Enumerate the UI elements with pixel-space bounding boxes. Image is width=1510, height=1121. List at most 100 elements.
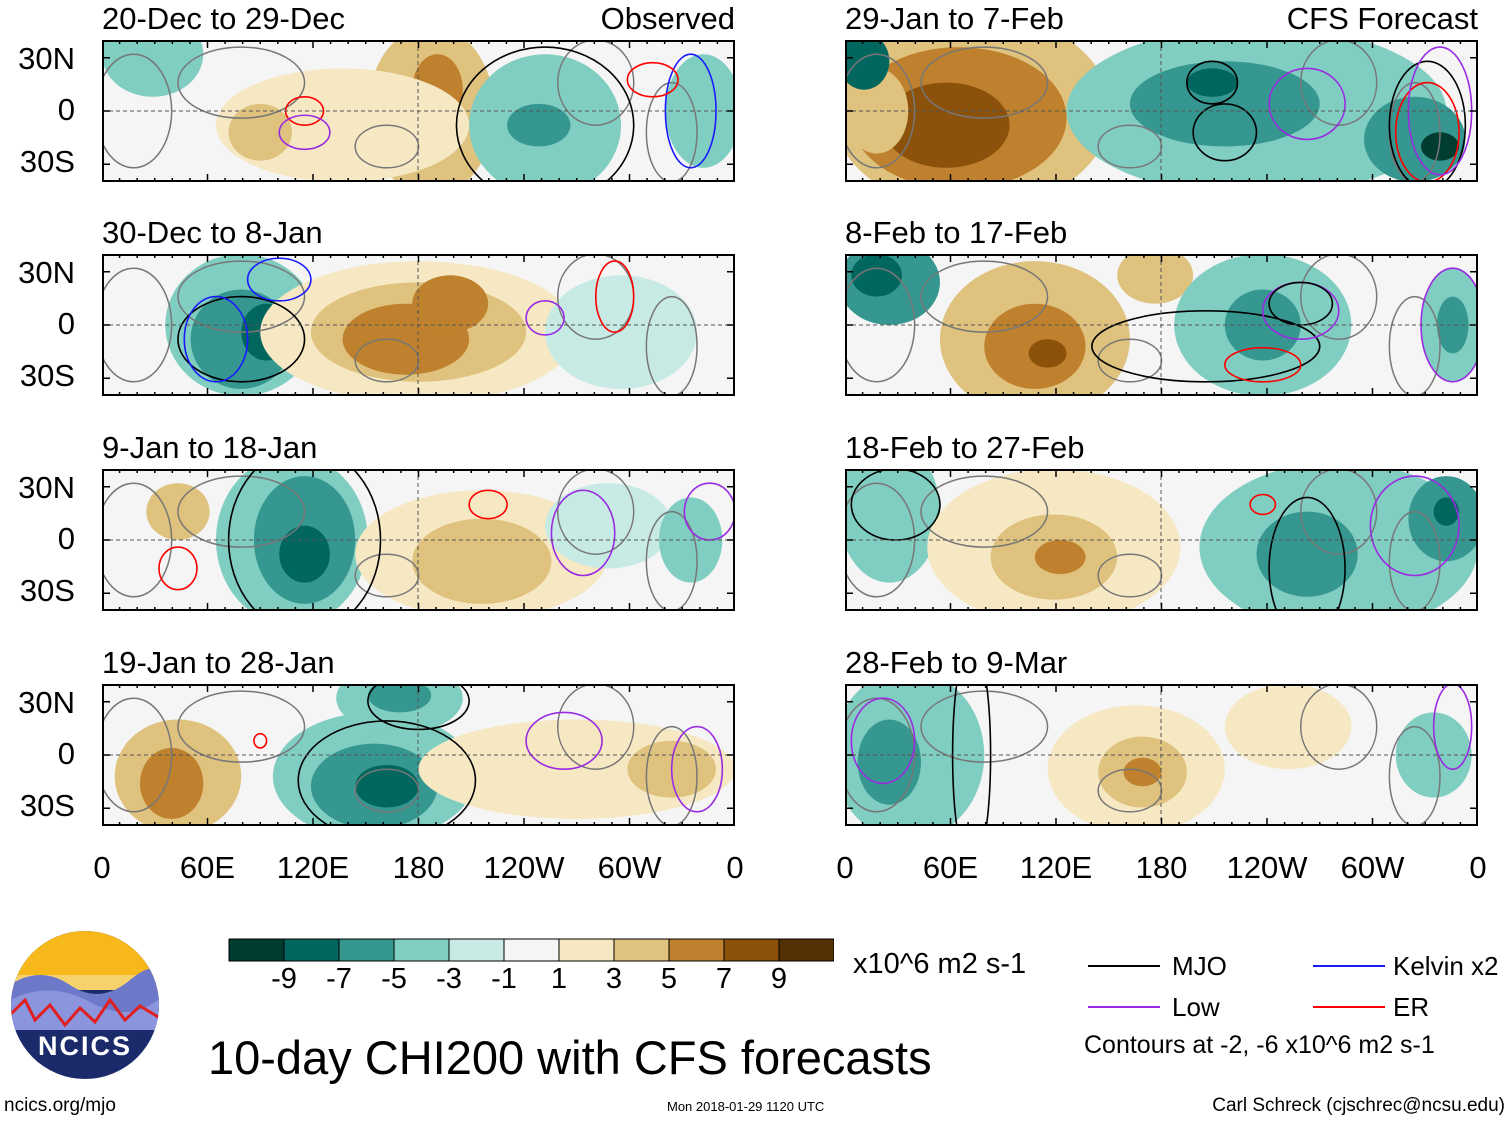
logo-text: NCICS — [38, 1031, 132, 1061]
y-tick-label: 30S — [19, 573, 75, 608]
column-label: Observed — [600, 1, 735, 36]
legend-er-label: ER — [1393, 992, 1430, 1022]
anomaly-region — [545, 275, 698, 389]
contour-line — [1249, 493, 1277, 516]
colorbar-label: -3 — [436, 963, 462, 995]
contour-line — [1223, 346, 1302, 383]
anomaly-region — [1224, 684, 1352, 770]
x-tick-label: 60W — [1340, 850, 1405, 885]
y-tick-label: 30N — [18, 41, 75, 76]
coastline — [102, 53, 173, 169]
contour-line — [246, 257, 312, 302]
anomaly-region — [1123, 757, 1162, 787]
colorbar-swatch — [283, 938, 340, 962]
contour-line — [177, 295, 306, 383]
legend-low-line — [1088, 1006, 1160, 1008]
coastline — [645, 725, 698, 826]
colorbar-label: 7 — [715, 963, 733, 995]
legend-low-label: Low — [1172, 992, 1220, 1022]
coastline — [845, 482, 916, 598]
coastline — [1300, 40, 1378, 126]
x-tick-label: 60E — [179, 850, 236, 885]
column-label: CFS Forecast — [1286, 1, 1478, 36]
anomaly-region — [1186, 68, 1238, 97]
coastline — [557, 684, 635, 770]
coastline — [845, 53, 916, 169]
anomaly-region — [412, 518, 552, 604]
anomaly-region — [1224, 289, 1301, 361]
contour-line — [158, 546, 198, 591]
anomaly-region — [1256, 511, 1358, 597]
anomaly-region — [228, 103, 292, 161]
y-tick-label: 0 — [57, 736, 75, 771]
contour-line — [468, 489, 508, 520]
contour-line — [1192, 103, 1258, 162]
contour-line — [626, 61, 679, 98]
map-panel — [845, 469, 1478, 611]
coastline — [845, 267, 916, 383]
anomaly-region — [857, 719, 921, 805]
colorbar-label: 9 — [770, 963, 788, 995]
x-tick-label: 180 — [1135, 850, 1188, 885]
coastline — [920, 690, 1049, 763]
coastline — [920, 260, 1049, 333]
x-tick-label: 60E — [922, 850, 979, 885]
y-tick-label: 0 — [57, 92, 75, 127]
panel-title: 18-Feb to 27-Feb — [845, 430, 1085, 465]
contours-note: Contours at -2, -6 x10^6 m2 s-1 — [1084, 1031, 1435, 1059]
x-tick-label: 120W — [1226, 850, 1308, 885]
contour-line — [253, 732, 268, 749]
x-tick-label: 120E — [276, 850, 350, 885]
coastline — [557, 40, 635, 126]
coastline — [645, 510, 698, 611]
units-label: x10^6 m2 s-1 — [853, 948, 1027, 980]
x-tick-label: 180 — [392, 850, 445, 885]
x-tick-label: 120E — [1019, 850, 1093, 885]
anomaly-region — [1421, 132, 1460, 161]
footer-url[interactable]: ncics.org/mjo — [4, 1095, 116, 1116]
colorbar-label: -9 — [271, 963, 297, 995]
contour-line — [297, 720, 477, 826]
footer-author: Carl Schreck (cjschrec@ncsu.edu) — [1212, 1095, 1505, 1116]
y-tick-label: 30S — [19, 788, 75, 823]
map-panel — [102, 469, 735, 611]
ncics-logo: NCICS — [11, 931, 159, 1079]
footer-timestamp: Mon 2018-01-29 1120 UTC — [667, 1099, 825, 1114]
coastline — [102, 482, 173, 598]
coastline — [177, 46, 306, 119]
y-tick-label: 30S — [19, 144, 75, 179]
colorbar-label: 1 — [550, 963, 568, 995]
panel-title: 20-Dec to 29-Dec — [102, 1, 345, 36]
colorbar-swatch — [778, 938, 834, 962]
contour-line — [1268, 496, 1346, 611]
contour-line — [278, 114, 331, 151]
contour-line — [525, 300, 565, 336]
panel-title: 28-Feb to 9-Mar — [845, 645, 1068, 680]
colorbar-label: 5 — [660, 963, 678, 995]
y-tick-label: 0 — [57, 306, 75, 341]
colorbar-swatch — [448, 938, 505, 962]
coastline — [102, 697, 173, 813]
map-panel — [845, 684, 1478, 826]
coastline — [1388, 510, 1441, 611]
contour-line — [1268, 67, 1346, 141]
anomaly-region — [1028, 339, 1067, 368]
contour-line — [455, 46, 635, 182]
anomaly-region — [1117, 254, 1194, 304]
legend-kelvin-line — [1313, 965, 1385, 967]
colorbar-swatch — [228, 938, 285, 962]
anomaly-region — [507, 103, 571, 147]
legend-mjo-line — [1088, 965, 1160, 967]
anomaly-region — [367, 684, 432, 713]
colorbar-label: -1 — [491, 963, 517, 995]
colorbar-swatch — [668, 938, 725, 962]
colorbar-label: -7 — [326, 963, 352, 995]
colorbar-swatch — [613, 938, 670, 962]
x-tick-label: 0 — [93, 850, 111, 885]
coastline — [177, 260, 306, 333]
contour-line — [670, 725, 724, 813]
anomaly-region — [1433, 497, 1460, 526]
coastline — [1300, 684, 1378, 770]
colorbar-swatch — [393, 938, 450, 962]
contour-line — [1091, 310, 1321, 383]
